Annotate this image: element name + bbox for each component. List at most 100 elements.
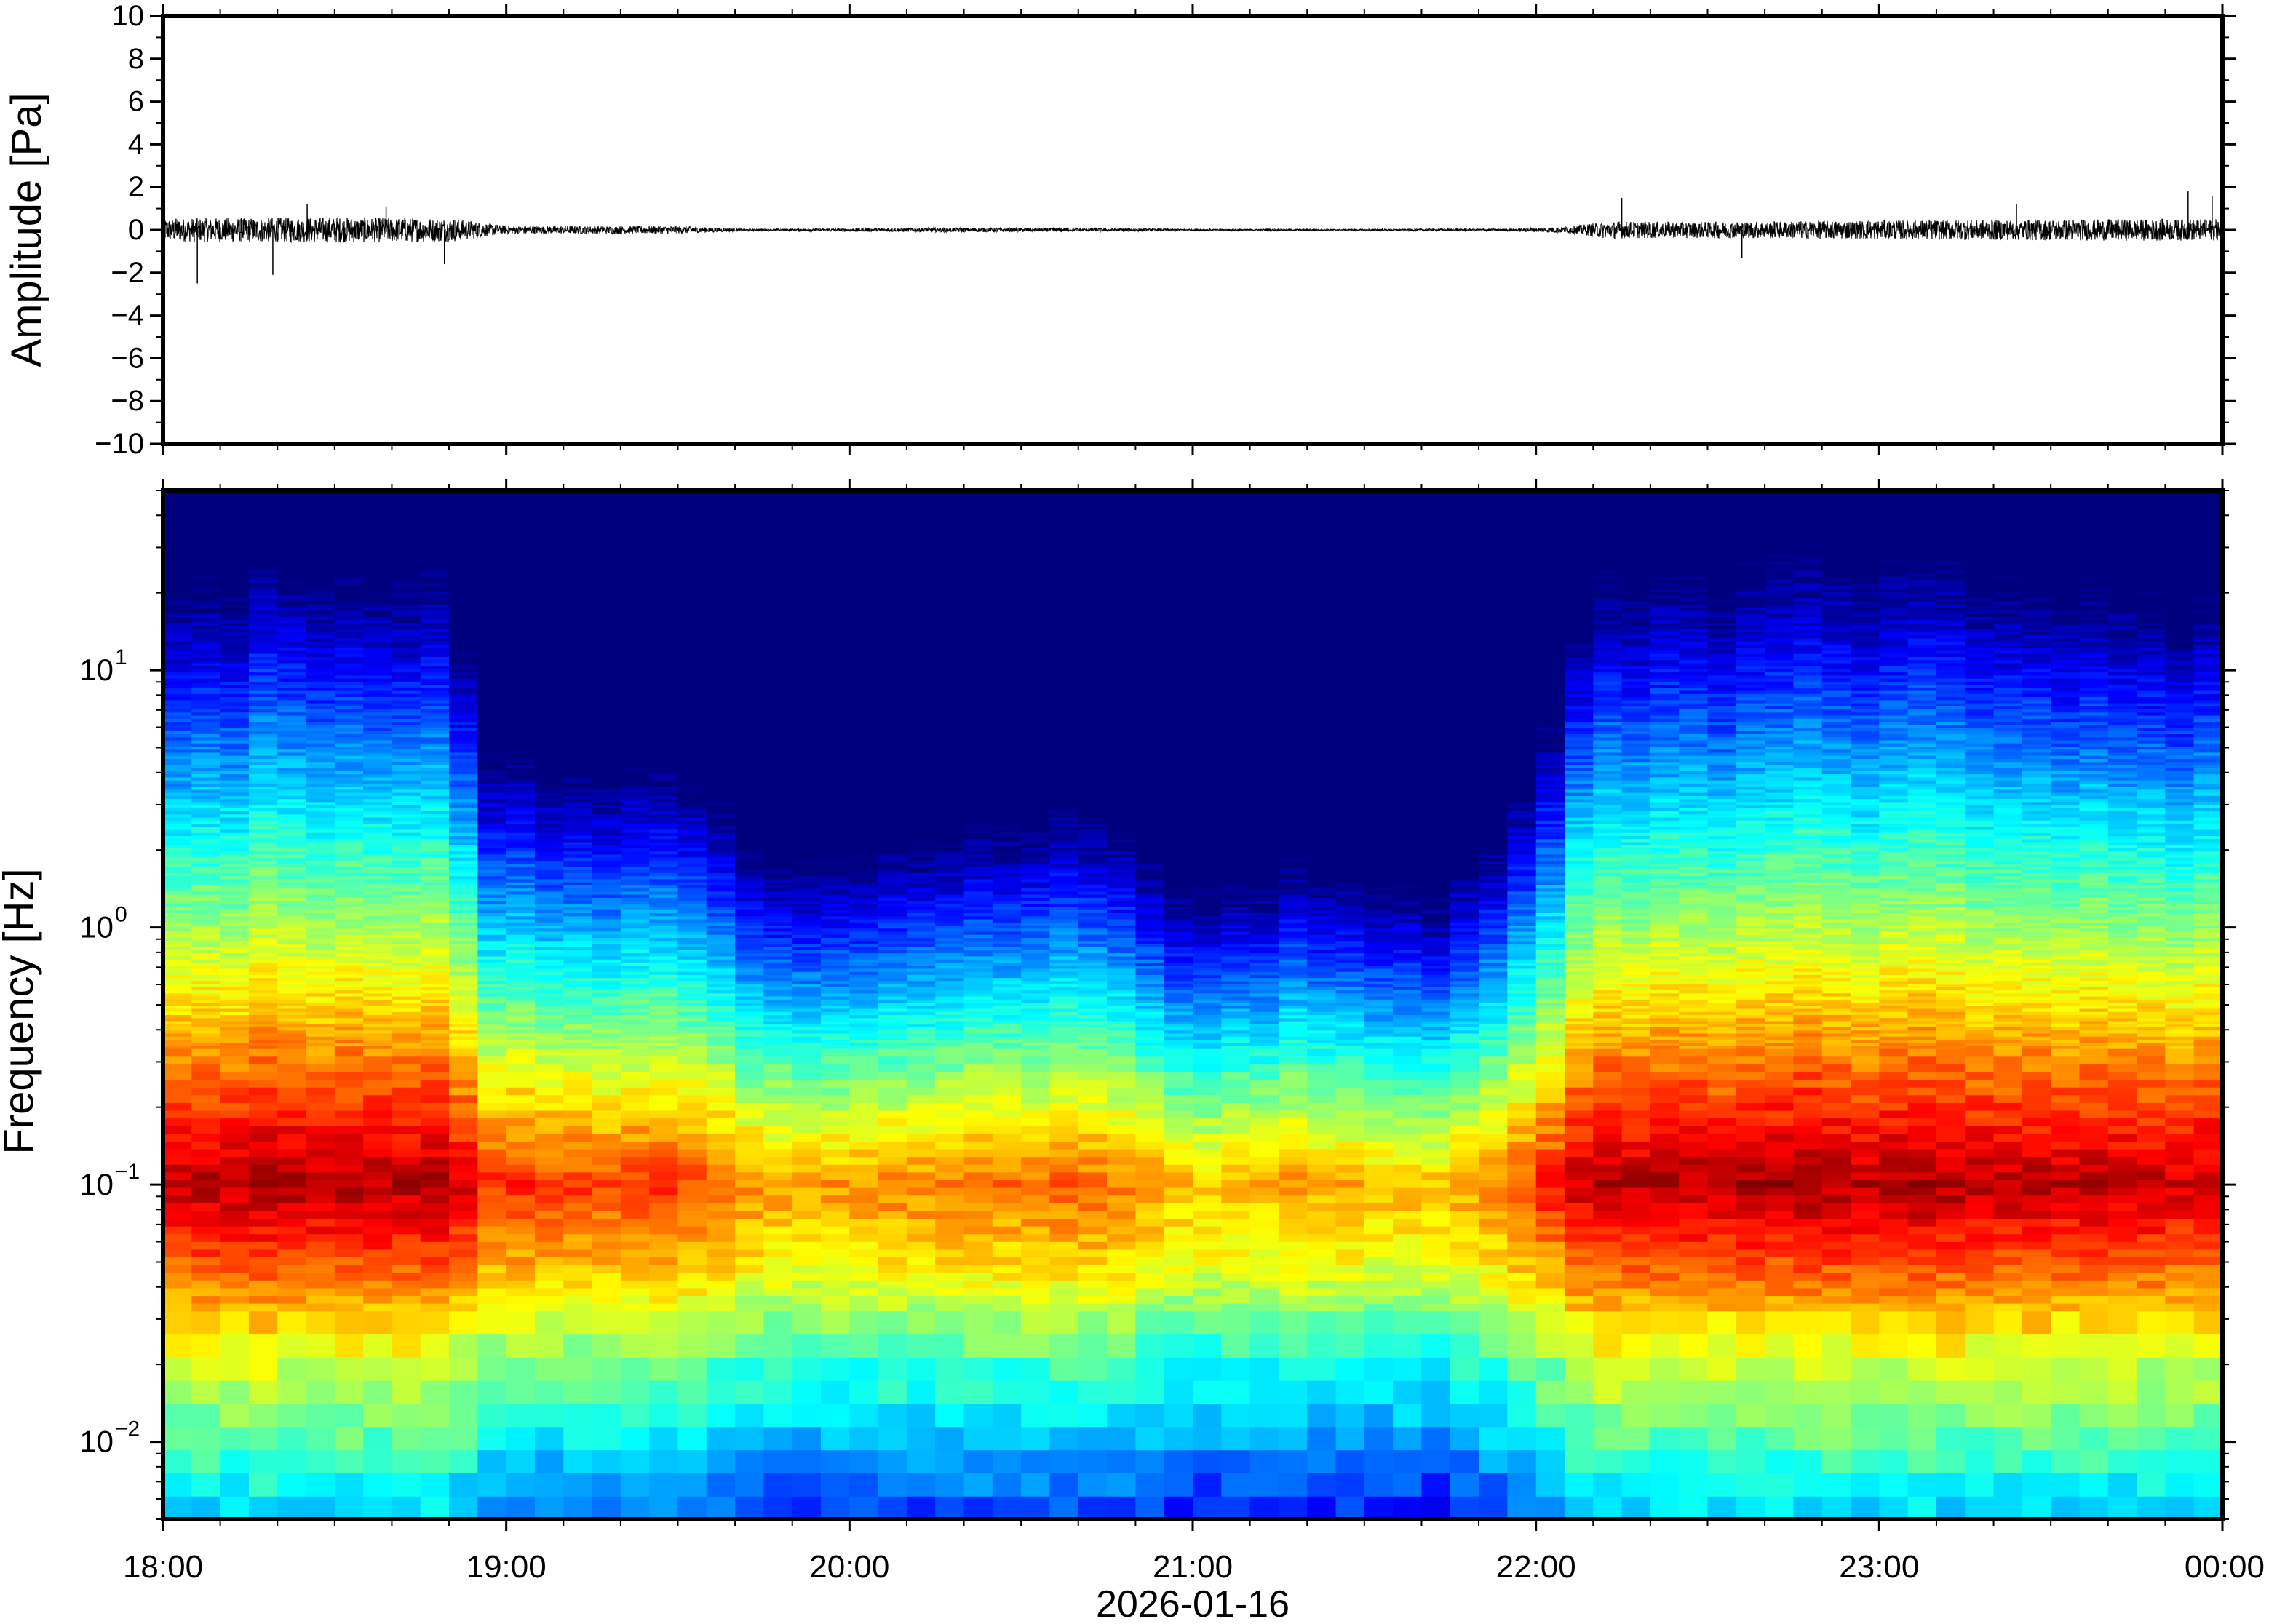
spectrogram-cell: [163, 607, 192, 611]
spectrogram-cell: [735, 786, 765, 790]
spectrogram-cell: [763, 987, 793, 991]
spectrogram-cell: [191, 687, 221, 691]
spectrogram-cell: [392, 644, 421, 648]
spectrogram-cell: [763, 851, 793, 855]
spectrogram-cell: [220, 1094, 250, 1103]
spectrogram-cell: [649, 721, 679, 725]
spectrogram-cell: [220, 820, 250, 824]
spectrogram-cell: [563, 684, 593, 688]
spectrogram-cell: [534, 1102, 564, 1111]
spectrogram-cell: [163, 977, 192, 982]
spectrogram-cell: [220, 1005, 250, 1009]
spectrogram-cell: [306, 1071, 335, 1080]
spectrogram-cell: [449, 1042, 478, 1046]
spectrogram-cell: [649, 869, 679, 873]
spectrogram-cell: [363, 632, 393, 636]
spectrogram-cell: [191, 768, 221, 771]
spectrogram-cell: [534, 693, 564, 698]
spectrogram-cell: [477, 761, 507, 765]
spectrogram-cell: [563, 1195, 593, 1203]
spectrogram-cell: [248, 536, 278, 540]
spectrogram-cell: [163, 1241, 192, 1250]
spectrogram-cell: [306, 851, 335, 855]
spectrogram-cell: [191, 616, 221, 621]
spectrogram-cell: [163, 990, 192, 994]
spectrogram-cell: [477, 987, 507, 991]
spectrogram-cell: [163, 915, 192, 920]
spectrogram-cell: [477, 771, 507, 775]
spectrogram-cell: [420, 1141, 450, 1150]
spectrogram-cell: [191, 955, 221, 960]
spectrogram-cell: [563, 977, 593, 982]
spectrogram-cell: [620, 808, 650, 812]
spectrogram-cell: [306, 674, 335, 679]
spectrogram-cell: [563, 922, 593, 926]
spectrogram-cell: [248, 718, 278, 723]
spectrogram-cell: [277, 724, 307, 728]
spectrogram-cell: [277, 915, 307, 920]
spectrogram-cell: [620, 530, 650, 534]
spectrogram-cell: [248, 813, 278, 818]
spectrogram-cell: [534, 1171, 564, 1180]
spectrogram-cell: [277, 731, 307, 735]
spectrogram-cell: [191, 857, 221, 861]
spectrogram-cell: [534, 1287, 564, 1297]
spectrogram-cell: [620, 1164, 650, 1173]
spectrogram-cell: [277, 959, 307, 963]
spectrogram-cell: [649, 597, 679, 602]
spectrogram-cell: [191, 530, 221, 534]
spectrogram-cell: [191, 1171, 221, 1180]
spectrogram-cell: [677, 1064, 707, 1072]
spectrogram-cell: [534, 804, 564, 808]
spectrogram-cell: [477, 841, 507, 845]
spectrogram-cell: [534, 783, 564, 787]
spectrogram-cell: [649, 780, 679, 784]
spectrogram-cell: [334, 589, 364, 592]
spectrogram-cell: [563, 1310, 593, 1335]
spectrogram-cell: [563, 1403, 593, 1428]
spectrogram-cell: [706, 1048, 736, 1057]
spectrogram-cell: [534, 662, 564, 666]
spectrogram-cell: [592, 928, 621, 932]
spectrogram-cell: [735, 749, 765, 753]
spectrogram-cell: [449, 666, 478, 669]
spectrogram-cell: [506, 1079, 536, 1088]
spectrogram-cell: [735, 1496, 765, 1520]
spectrogram-cell: [706, 820, 736, 824]
spectrogram-cell: [277, 560, 307, 565]
spectrogram-cell: [392, 789, 421, 793]
spectrogram-cell: [420, 801, 450, 805]
spectrogram-cell: [735, 687, 765, 691]
spectrogram-cell: [592, 841, 621, 845]
spectrogram-cell: [677, 848, 707, 852]
spectrogram-cell: [334, 1064, 364, 1072]
spectrogram-cell: [620, 943, 650, 947]
spectrogram-cell: [649, 1496, 679, 1520]
spectrogram-cell: [735, 755, 765, 759]
spectrogram-cell: [677, 891, 707, 895]
spectrogram-cell: [420, 771, 450, 775]
spectrogram-cell: [392, 962, 421, 966]
spectrogram-cell: [420, 530, 450, 534]
spectrogram-cell: [706, 715, 736, 719]
spectrogram-cell: [220, 1210, 250, 1219]
spectrogram-cell: [363, 783, 393, 787]
spectrogram-cell: [735, 776, 765, 781]
spectrogram-cell: [392, 891, 421, 895]
spectrogram-cell: [334, 943, 364, 947]
spectrogram-cell: [449, 783, 478, 787]
spectrogram-cell: [620, 659, 650, 664]
spectrogram-cell: [763, 792, 793, 796]
spectrogram-cell: [534, 928, 564, 932]
spectrogram-cell: [534, 931, 564, 935]
spectrogram-cell: [477, 968, 507, 972]
spectrogram-cell: [649, 669, 679, 673]
spectrogram-cell: [220, 922, 250, 926]
spectrogram-cell: [563, 937, 593, 942]
spectrogram-cell: [620, 527, 650, 531]
spectrogram-cell: [706, 1449, 736, 1473]
spectrogram-cell: [277, 1087, 307, 1096]
spectrogram-cell: [420, 576, 450, 580]
spectrogram-cell: [563, 557, 593, 562]
spectrogram-cell: [620, 502, 650, 506]
